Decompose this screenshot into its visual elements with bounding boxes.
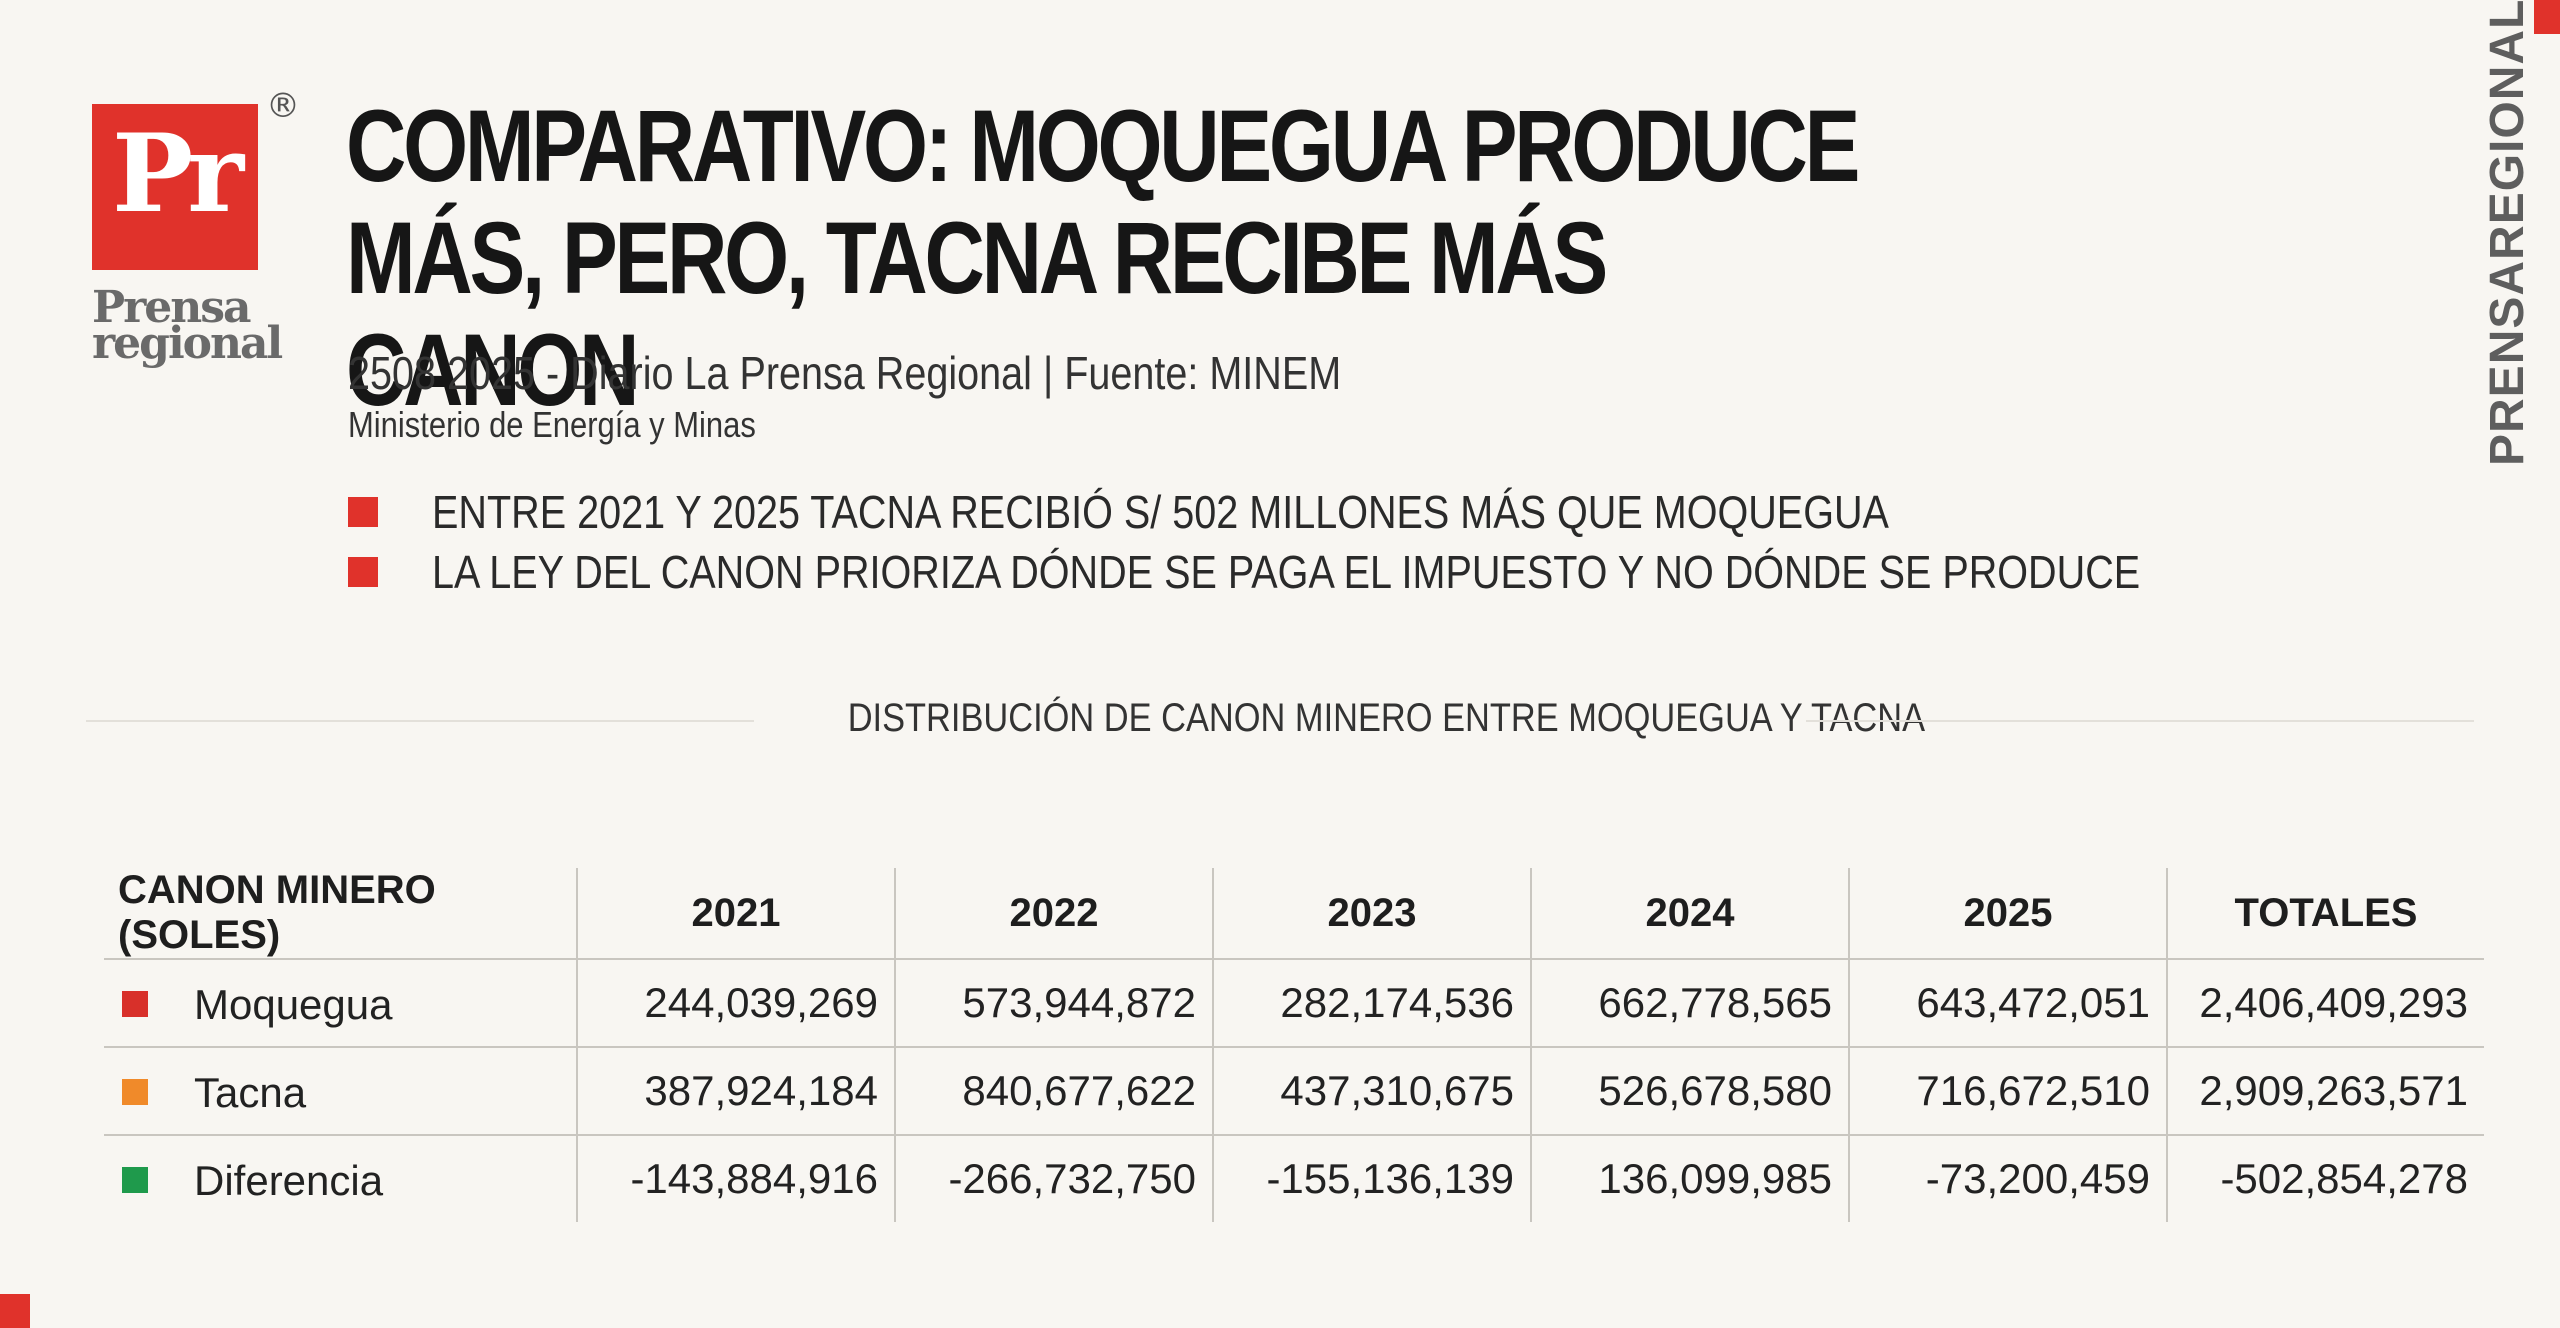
row-label: Moquegua [194,980,393,1028]
key-point: LA LEY DEL CANON PRIORIZA DÓNDE SE PAGA … [348,542,2418,602]
bullet-square-icon [348,557,378,587]
table-cell: 2,406,409,293 [2166,959,2484,1047]
table-cell: 437,310,675 [1212,1047,1531,1135]
table-cell: -502,854,278 [2166,1135,2484,1222]
table-cell: -73,200,459 [1848,1135,2167,1222]
corner-accent-bottom [0,1294,30,1328]
brand-name-line2: regional [92,318,283,369]
bullet-square-icon [348,497,378,527]
table-header-row: CANON MINERO (SOLES) 2021 2022 2023 2024… [104,868,2484,959]
vertical-site-url: PRENSAREGIONAL.PE [2481,0,2534,466]
table-cell: 840,677,622 [894,1047,1213,1135]
column-header: 2021 [576,868,895,959]
column-header: 2024 [1530,868,1849,959]
brand-logo-text: Pr [111,111,244,237]
table-cell: 643,472,051 [1848,959,2167,1047]
row-label-cell: Moquegua [104,959,577,1047]
column-header: TOTALES [2166,868,2484,959]
registered-mark: ® [266,86,300,126]
table-cell: 526,678,580 [1530,1047,1849,1135]
table-cell: 244,039,269 [576,959,895,1047]
column-header: CANON MINERO (SOLES) [118,868,436,957]
canon-table: CANON MINERO (SOLES) 2021 2022 2023 2024… [104,868,2484,1222]
brand-name-line1: Prensa [92,282,252,333]
table-cell: 662,778,565 [1530,959,1849,1047]
row-label: Tacna [194,1068,307,1116]
row-label-cell: Tacna [104,1047,577,1135]
page-subtitle: 2508 2025 - Diario La Prensa Regional | … [348,347,1342,399]
data-table: CANON MINERO (SOLES) 2021 2022 2023 2024… [104,868,2484,1222]
table-cell: 136,099,985 [1530,1135,1849,1222]
legend-swatch-tacna [122,1079,148,1106]
table-row-moquegua: Moquegua 244,039,269 573,944,872 282,174… [104,959,2484,1047]
page-title: COMPARATIVO: MOQUEGUA PRODUCE MÁS, PERO,… [346,89,1860,427]
table-cell: 282,174,536 [1212,959,1531,1047]
table-cell: -155,136,139 [1212,1135,1531,1222]
table-row-tacna: Tacna 387,924,184 840,677,622 437,310,67… [104,1047,2484,1135]
row-label: Diferencia [194,1156,384,1204]
table-row-diferencia: Diferencia -143,884,916 -266,732,750 -15… [104,1135,2484,1222]
key-point-text: LA LEY DEL CANON PRIORIZA DÓNDE SE PAGA … [432,546,2141,598]
source-note: Ministerio de Energía y Minas [348,404,756,445]
column-header: 2022 [894,868,1213,959]
column-header: 2025 [1848,868,2167,959]
table-cell: -266,732,750 [894,1135,1213,1222]
brand-logo: Pr [92,104,258,270]
table-cell: 2,909,263,571 [2166,1047,2484,1135]
row-label-cell: Diferencia [104,1135,577,1222]
key-point-text: ENTRE 2021 Y 2025 TACNA RECIBIÓ S/ 502 M… [432,486,1889,538]
key-point: ENTRE 2021 Y 2025 TACNA RECIBIÓ S/ 502 M… [348,482,2418,542]
table-title: DISTRIBUCIÓN DE CANON MINERO ENTRE MOQUE… [760,696,1925,741]
title-divider-right [1806,720,2474,722]
title-divider-left [86,720,754,722]
corner-accent-top [2534,0,2560,34]
key-points: ENTRE 2021 Y 2025 TACNA RECIBIÓ S/ 502 M… [348,482,2418,602]
legend-swatch-diferencia [122,1167,148,1194]
table-title-text: DISTRIBUCIÓN DE CANON MINERO ENTRE MOQUE… [847,696,1926,740]
brand-name: Prensa regional [92,282,283,369]
table-cell: 716,672,510 [1848,1047,2167,1135]
table-cell: 573,944,872 [894,959,1213,1047]
legend-swatch-moquegua [122,991,148,1018]
column-header: 2023 [1212,868,1531,959]
table-cell: 387,924,184 [576,1047,895,1135]
table-cell: -143,884,916 [576,1135,895,1222]
